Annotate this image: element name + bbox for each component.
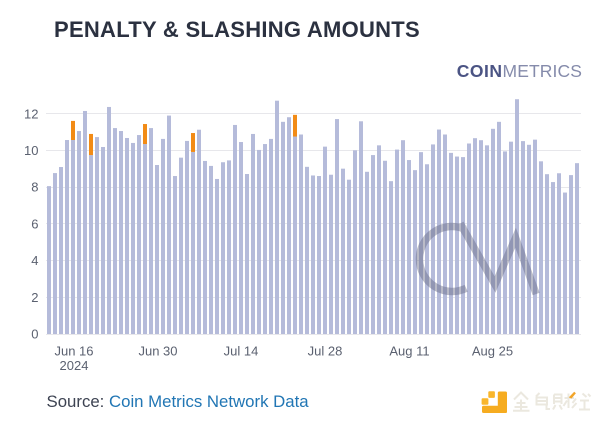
svg-text:0: 0 bbox=[31, 327, 38, 342]
svg-text:6: 6 bbox=[31, 217, 38, 232]
svg-text:Jun 30: Jun 30 bbox=[138, 344, 177, 359]
svg-text:2024: 2024 bbox=[60, 358, 89, 373]
svg-text:8: 8 bbox=[31, 180, 38, 195]
svg-text:Jun 16: Jun 16 bbox=[54, 344, 93, 359]
svg-text:12: 12 bbox=[24, 106, 38, 121]
svg-text:4: 4 bbox=[31, 253, 38, 268]
svg-text:2: 2 bbox=[31, 290, 38, 305]
svg-text:Jul 28: Jul 28 bbox=[308, 344, 343, 359]
svg-text:10: 10 bbox=[24, 143, 38, 158]
svg-text:Aug 11: Aug 11 bbox=[389, 344, 429, 359]
svg-text:Aug 25: Aug 25 bbox=[472, 344, 513, 359]
svg-text:Jul 14: Jul 14 bbox=[224, 344, 259, 359]
